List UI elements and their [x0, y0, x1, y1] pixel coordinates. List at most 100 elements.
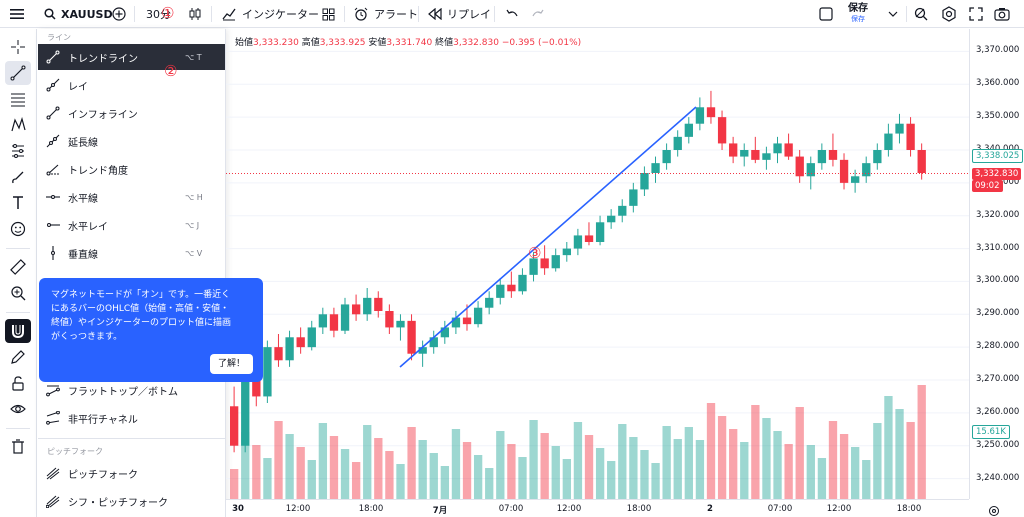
snapshot-button[interactable]	[994, 0, 1010, 28]
eye-icon	[10, 404, 26, 414]
axis-settings-button[interactable]	[988, 502, 1000, 517]
forecast-tool[interactable]	[5, 139, 31, 163]
hamburger-menu-icon[interactable]	[10, 0, 24, 28]
price-tick-label: 3,270.000	[976, 374, 1020, 384]
volume-bar	[762, 418, 771, 499]
candle-body	[784, 143, 793, 157]
low-value: 3,331.740	[386, 38, 433, 48]
candle-body	[396, 320, 405, 328]
hide-drawings[interactable]	[5, 397, 31, 421]
disjoint-channel-icon	[46, 411, 60, 425]
trendline-tool[interactable]	[5, 61, 31, 85]
maximize-button[interactable]	[969, 0, 983, 28]
menu-item-flat-top-bottom[interactable]: フラットトップ／ボトム	[38, 377, 225, 403]
candle-body	[263, 347, 272, 397]
time-tick-label: 18:00	[896, 504, 922, 514]
candle-body	[806, 163, 815, 177]
save-dropdown[interactable]	[888, 0, 898, 28]
menu-item-trendline[interactable]: トレンドライン ⌥ T	[38, 44, 225, 70]
chart-type-button[interactable]	[189, 0, 201, 28]
crosshair-tool[interactable]	[5, 35, 31, 59]
volume-bar	[485, 468, 494, 499]
candle-body	[551, 255, 560, 269]
price-chart[interactable]	[226, 29, 969, 499]
menu-item-vertical-line[interactable]: 垂直線 ⌥ V	[38, 240, 225, 266]
undo-button[interactable]	[506, 0, 518, 28]
price-axis[interactable]: 3,370.0003,360.0003,350.0003,340.0003,33…	[969, 29, 1024, 499]
candle-body	[862, 163, 871, 177]
ohlc-legend: 始値3,333.230 高値3,333.925 安値3,331.740 終値3,…	[235, 35, 581, 48]
candle-body	[507, 284, 516, 292]
menu-item-ray[interactable]: レイ	[38, 72, 225, 98]
text-icon	[13, 196, 23, 209]
tooltip-line: 終値）やインジケーターのプロット値に描画	[51, 318, 232, 328]
volume-bar	[451, 429, 461, 499]
candle-body	[673, 136, 682, 150]
candle-body	[562, 248, 572, 256]
lock-drawings[interactable]	[5, 371, 31, 395]
indicators-button[interactable]: インジケーター	[222, 0, 319, 28]
magnet-mode-button[interactable]	[5, 319, 31, 343]
volume-bar	[507, 444, 516, 499]
time-axis[interactable]: 30 12:00 18:00 7月 07:00 12:00 18:00 2 07:00 12:00…	[226, 499, 969, 517]
compare-symbol-button[interactable]	[112, 0, 126, 28]
quick-search-button[interactable]	[913, 0, 929, 28]
menu-item-horizontal-line[interactable]: 水平線 ⌥ H	[38, 184, 225, 210]
candle-body	[429, 337, 438, 348]
fullscreen-toggle[interactable]	[819, 0, 833, 28]
countdown-badge: 09:02	[972, 179, 1003, 192]
redo-icon	[532, 9, 544, 17]
volume-bar	[618, 424, 627, 499]
prev-close-badge: 3,338.025	[972, 149, 1024, 164]
zoom-tool[interactable]	[5, 281, 31, 305]
menu-item-schiff-pitchfork[interactable]: シフ・ピッチフォーク	[38, 488, 225, 514]
horizontal-ray-icon	[47, 223, 60, 227]
measure-tool[interactable]	[5, 255, 31, 279]
menu-item-pitchfork[interactable]: ピッチフォーク	[38, 460, 225, 486]
price-tick-label: 3,260.000	[976, 406, 1020, 417]
menu-item-trend-angle[interactable]: トレンド角度	[38, 156, 225, 182]
brush-tool[interactable]	[5, 165, 31, 189]
symbol-search[interactable]: XAUUSD	[44, 0, 113, 28]
text-tool[interactable]	[5, 191, 31, 215]
magnet-icon	[12, 325, 24, 339]
candle-body	[684, 123, 693, 137]
open-value: 3,333.230	[253, 38, 299, 48]
trendline-icon	[10, 65, 26, 81]
pattern-tool[interactable]	[5, 113, 31, 137]
menu-item-disjoint-channel[interactable]: 非平行チャネル	[38, 405, 225, 431]
candle-body	[241, 373, 250, 446]
volume-bar	[473, 455, 483, 499]
candle-body	[717, 117, 727, 144]
save-button[interactable]: 保存 保存	[848, 0, 868, 28]
remove-drawings[interactable]	[5, 434, 31, 458]
fib-tool[interactable]	[5, 87, 31, 111]
volume-bar	[274, 421, 283, 499]
redo-button[interactable]	[532, 0, 544, 28]
crosshair-icon	[11, 40, 25, 54]
volume-bar	[595, 448, 605, 499]
indicator-chart-icon	[222, 8, 236, 21]
price-tick-label: 3,240.000	[976, 472, 1020, 483]
candle-body	[363, 297, 372, 315]
menu-item-extended-line[interactable]: 延長線	[38, 128, 225, 154]
line-tools-menu: ライン トレンドライン ⌥ T レイ インフォライン 延長線 トレンド角度	[37, 29, 226, 517]
menu-item-horizontal-ray[interactable]: 水平レイ ⌥ J	[38, 212, 225, 238]
volume-bar	[751, 405, 760, 499]
interval-label: 30分	[146, 8, 171, 21]
tooltip-ok-button[interactable]: 了解！	[209, 354, 253, 374]
layouts-button[interactable]	[322, 0, 335, 28]
candle-body	[230, 406, 239, 446]
top-toolbar: XAUUSD 30分 インジケーター アラート リプレイ	[0, 0, 1024, 28]
volume-bar	[462, 442, 472, 499]
menu-item-info-line[interactable]: インフォライン	[38, 100, 225, 126]
stay-in-drawing-mode[interactable]	[5, 345, 31, 369]
candle-body	[729, 143, 738, 157]
replay-button[interactable]: リプレイ	[428, 0, 491, 28]
settings-button[interactable]	[941, 0, 957, 28]
volume-bar	[773, 431, 782, 499]
interval-button[interactable]: 30分	[146, 0, 171, 28]
candle-body	[662, 150, 671, 164]
emoji-tool[interactable]	[5, 217, 31, 241]
alert-button[interactable]: アラート	[354, 0, 418, 28]
